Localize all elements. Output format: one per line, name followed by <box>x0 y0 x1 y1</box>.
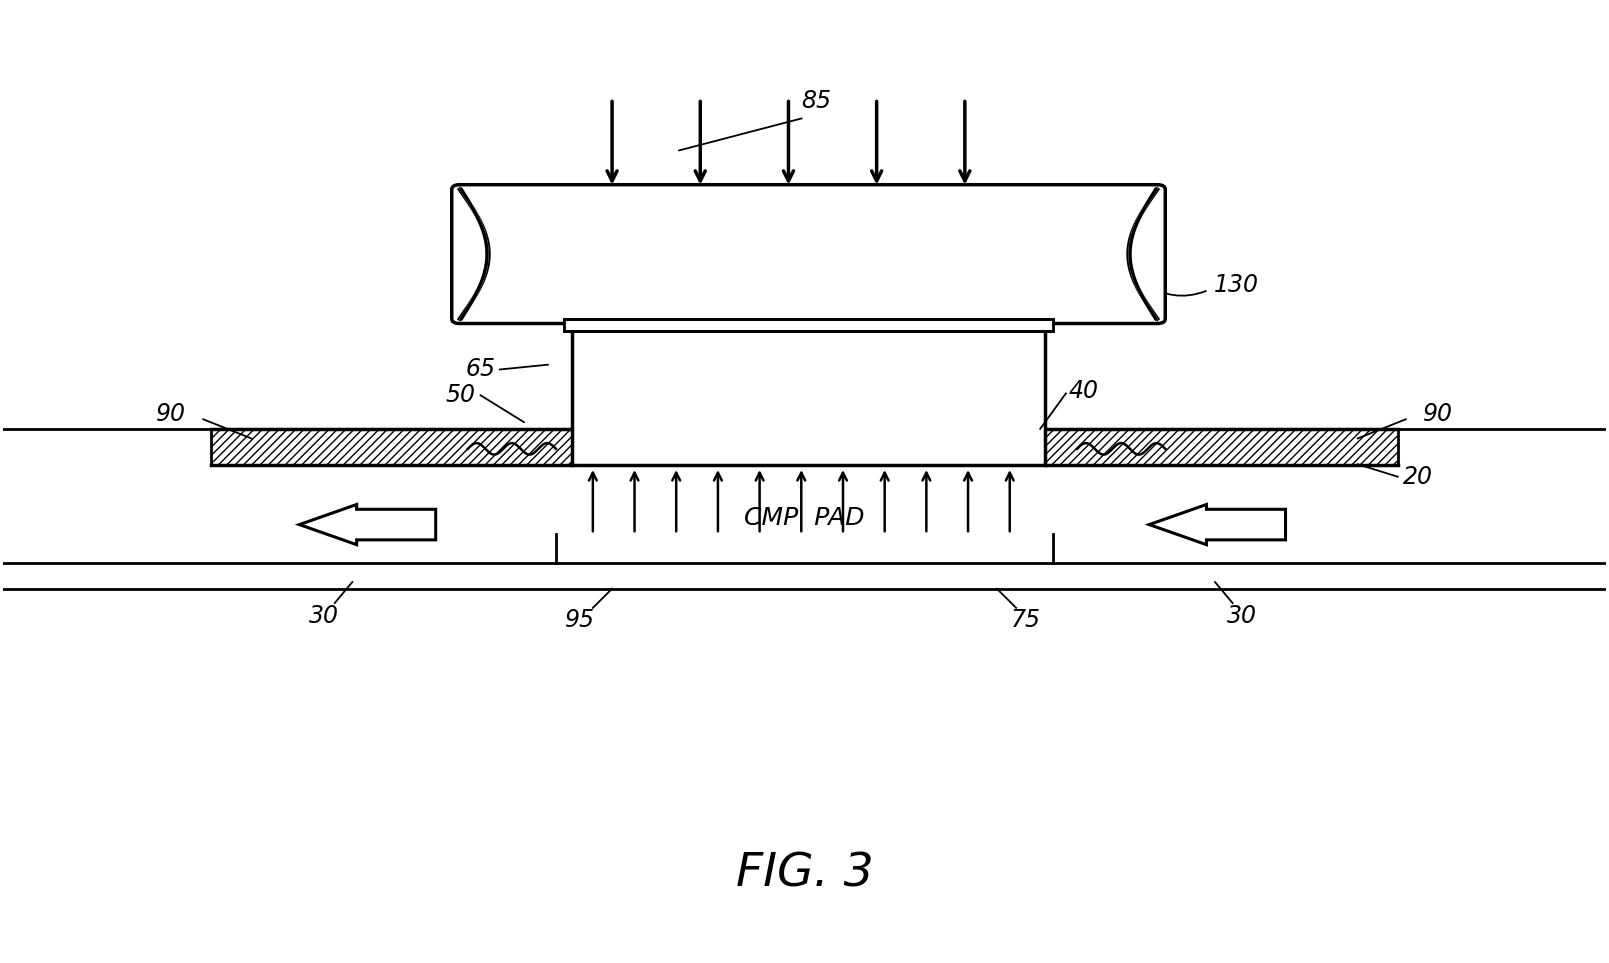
Text: 130: 130 <box>1213 273 1258 298</box>
Text: 75: 75 <box>1010 608 1041 632</box>
Bar <box>211 429 573 465</box>
Text: 40: 40 <box>1068 378 1099 403</box>
Text: FIG. 3: FIG. 3 <box>735 851 874 897</box>
Polygon shape <box>299 505 436 545</box>
Text: 95: 95 <box>565 608 595 632</box>
Text: 20: 20 <box>1403 465 1432 488</box>
Bar <box>1044 429 1398 465</box>
Text: 30: 30 <box>309 604 338 628</box>
Bar <box>211 429 573 465</box>
Text: 65: 65 <box>465 356 496 380</box>
Text: 85: 85 <box>801 89 830 113</box>
Bar <box>565 319 1052 331</box>
FancyBboxPatch shape <box>452 185 1165 324</box>
Bar <box>1044 429 1398 465</box>
Text: 50: 50 <box>446 383 476 407</box>
Polygon shape <box>1149 505 1286 545</box>
Text: 90: 90 <box>156 403 187 427</box>
Bar <box>573 319 1044 465</box>
Text: 90: 90 <box>1422 403 1453 427</box>
Text: 30: 30 <box>1228 604 1257 628</box>
Text: CMP  PAD: CMP PAD <box>745 506 864 530</box>
